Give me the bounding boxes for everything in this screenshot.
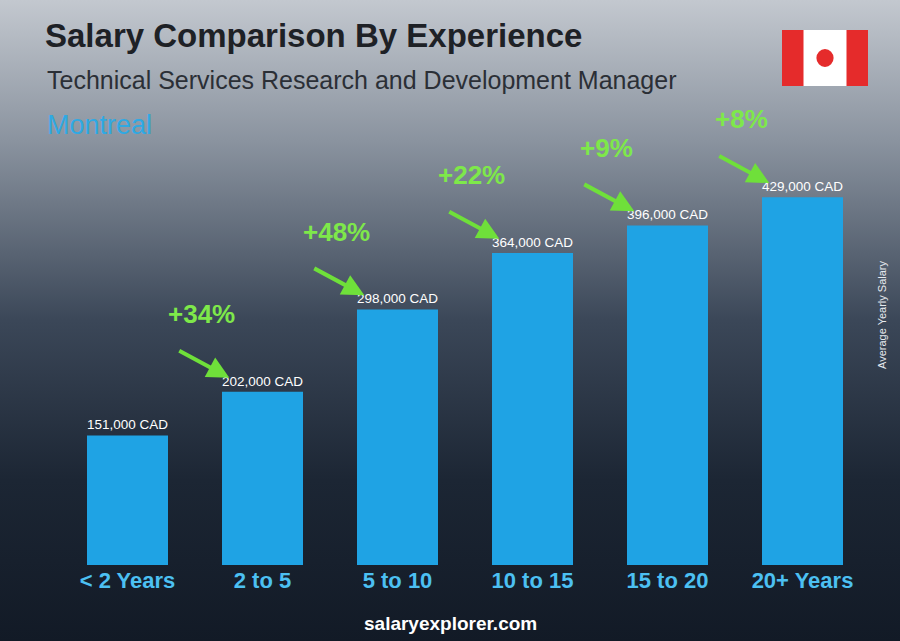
svg-text:10 to 15: 10 to 15 <box>492 568 574 593</box>
svg-text:Technical Services Research an: Technical Services Research and Developm… <box>47 66 677 94</box>
svg-text:202,000 CAD: 202,000 CAD <box>222 374 303 389</box>
svg-text:Salary Comparison By Experienc: Salary Comparison By Experience <box>45 17 582 54</box>
svg-text:429,000 CAD: 429,000 CAD <box>762 179 843 194</box>
svg-text:2 to 5: 2 to 5 <box>234 568 291 593</box>
svg-text:364,000 CAD: 364,000 CAD <box>492 235 573 250</box>
svg-text:20+ Years: 20+ Years <box>752 568 854 593</box>
svg-text:151,000 CAD: 151,000 CAD <box>87 417 168 432</box>
svg-text:+22%: +22% <box>438 160 505 190</box>
svg-text:+8%: +8% <box>715 104 768 134</box>
svg-text:< 2 Years: < 2 Years <box>80 568 176 593</box>
svg-text:15 to 20: 15 to 20 <box>627 568 709 593</box>
svg-text:396,000 CAD: 396,000 CAD <box>627 207 708 222</box>
svg-text:+34%: +34% <box>168 299 235 329</box>
svg-text:salaryexplorer.com: salaryexplorer.com <box>364 613 537 634</box>
svg-text:+9%: +9% <box>580 133 633 163</box>
svg-text:Average Yearly Salary: Average Yearly Salary <box>876 260 888 369</box>
svg-text:5 to 10: 5 to 10 <box>363 568 433 593</box>
svg-text:298,000 CAD: 298,000 CAD <box>357 291 438 306</box>
svg-text:+48%: +48% <box>303 217 370 247</box>
svg-text:Montreal: Montreal <box>47 110 152 140</box>
